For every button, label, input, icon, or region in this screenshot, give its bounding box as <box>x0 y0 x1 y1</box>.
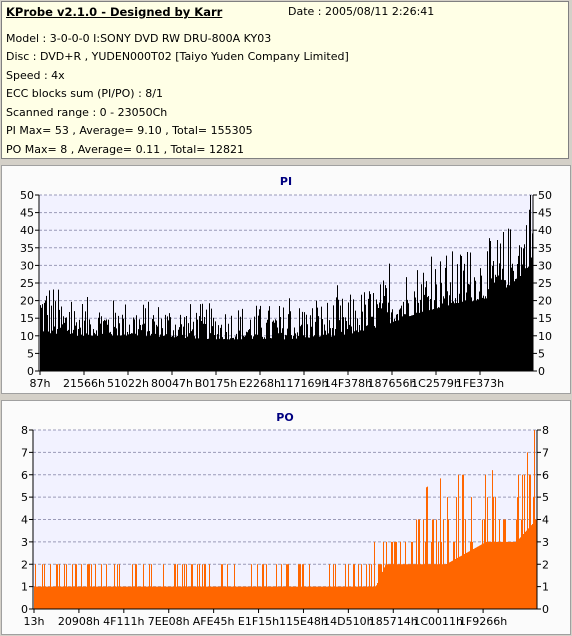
chart-title: PO <box>276 411 293 424</box>
x-tick-label: 20908h <box>58 615 100 628</box>
chart-title: PI <box>280 175 292 188</box>
pi-chart: PI 0 0 5 5 10 10 15 15 20 20 25 25 30 30 35 35 40 40 45 45 50… <box>20 175 552 390</box>
y-tick-label-left: 0 <box>21 603 28 616</box>
y-tick-label-right: 45 <box>538 207 552 220</box>
x-tick-label: 14D510h <box>323 615 373 628</box>
x-tick-label: 185714h <box>369 615 418 628</box>
y-tick-label-left: 2 <box>21 558 28 571</box>
y-tick-label-left: 10 <box>20 330 34 343</box>
x-tick-label: 51022h <box>107 377 149 390</box>
x-tick-label: 14F378h <box>324 377 372 390</box>
pi-chart-panel: PI 0 0 5 5 10 10 15 15 20 20 25 25 30 30 35 35 40 40 45 45 50… <box>1 165 571 394</box>
x-tick-label: 117169h <box>280 377 329 390</box>
y-tick-label-left: 1 <box>21 581 28 594</box>
x-tick-label: 1C0011h <box>413 615 463 628</box>
model-line: Model : 3-0-0-0 I:SONY DVD RW DRU-800A K… <box>6 32 272 45</box>
po-chart-panel: PO 0 0 1 1 2 2 3 3 4 4 5 5 6 6 7 7 8 8 13h 20908h 4F111h 7EE08… <box>1 400 571 635</box>
y-tick-label-right: 3 <box>542 536 549 549</box>
pi-stats-line: PI Max= 53 , Average= 9.10 , Total= 1553… <box>6 124 253 137</box>
y-tick-label-right: 0 <box>542 603 549 616</box>
y-tick-label-left: 5 <box>27 347 34 360</box>
y-tick-label-left: 25 <box>20 277 34 290</box>
y-tick-label-left: 40 <box>20 224 34 237</box>
info-panel: KProbe v2.1.0 - Designed by Karr Date : … <box>1 1 569 159</box>
y-tick-label-left: 3 <box>21 536 28 549</box>
y-tick-label-right: 20 <box>538 295 552 308</box>
x-tick-label: 13h <box>24 615 45 628</box>
po-stats-line: PO Max= 8 , Average= 0.11 , Total= 12821 <box>6 143 244 156</box>
ecc-line: ECC blocks sum (PI/PO) : 8/1 <box>6 87 163 100</box>
y-tick-label-right: 40 <box>538 224 552 237</box>
x-tick-label: 21566h <box>63 377 105 390</box>
x-tick-label: 7EE08h <box>148 615 190 628</box>
bars <box>40 195 533 371</box>
y-tick-label-right: 0 <box>538 365 545 378</box>
app-title: KProbe v2.1.0 - Designed by Karr <box>6 5 223 19</box>
y-tick-label-left: 8 <box>21 424 28 437</box>
x-tick-label: E1F15h <box>238 615 279 628</box>
x-tick-label: E2268h <box>239 377 281 390</box>
y-tick-label-right: 5 <box>538 347 545 360</box>
x-tick-label: 187656h <box>368 377 417 390</box>
x-tick-label: B0175h <box>195 377 238 390</box>
y-tick-label-right: 10 <box>538 330 552 343</box>
x-tick-label: 1C2579h <box>411 377 461 390</box>
y-tick-label-left: 30 <box>20 259 34 272</box>
y-tick-label-right: 1 <box>542 581 549 594</box>
y-tick-label-left: 20 <box>20 295 34 308</box>
y-tick-label-right: 50 <box>538 189 552 202</box>
x-tick-label: 80047h <box>151 377 193 390</box>
y-tick-label-right: 4 <box>542 514 549 527</box>
y-tick-label-right: 7 <box>542 446 549 459</box>
x-tick-label: 87h <box>30 377 51 390</box>
range-line: Scanned range : 0 - 23050Ch <box>6 106 168 119</box>
y-tick-label-left: 5 <box>21 491 28 504</box>
x-tick-label: 115E48h <box>279 615 328 628</box>
y-tick-label-left: 50 <box>20 189 34 202</box>
y-tick-label-left: 7 <box>21 446 28 459</box>
y-tick-label-left: 45 <box>20 207 34 220</box>
y-tick-label-right: 35 <box>538 242 552 255</box>
y-tick-label-right: 30 <box>538 259 552 272</box>
y-tick-label-right: 5 <box>542 491 549 504</box>
y-tick-label-left: 35 <box>20 242 34 255</box>
x-tick-label: 1FE373h <box>456 377 504 390</box>
y-tick-label-right: 25 <box>538 277 552 290</box>
x-tick-label: 1F9266h <box>459 615 507 628</box>
x-tick-label: 4F111h <box>103 615 144 628</box>
disc-line: Disc : DVD+R , YUDEN000T02 [Taiyo Yuden … <box>6 50 349 63</box>
scan-date: Date : 2005/08/11 2:26:41 <box>288 5 435 18</box>
y-tick-label-left: 0 <box>27 365 34 378</box>
y-tick-label-left: 4 <box>21 514 28 527</box>
y-tick-label-right: 15 <box>538 312 552 325</box>
y-tick-label-right: 6 <box>542 469 549 482</box>
x-tick-label: AFE45h <box>193 615 235 628</box>
y-tick-label-left: 6 <box>21 469 28 482</box>
po-chart: PO 0 0 1 1 2 2 3 3 4 4 5 5 6 6 7 7 8 8 13h 20908h 4F111h 7EE08… <box>21 411 549 628</box>
speed-line: Speed : 4x <box>6 69 65 82</box>
y-tick-label-left: 15 <box>20 312 34 325</box>
y-tick-label-right: 8 <box>542 424 549 437</box>
y-tick-label-right: 2 <box>542 558 549 571</box>
